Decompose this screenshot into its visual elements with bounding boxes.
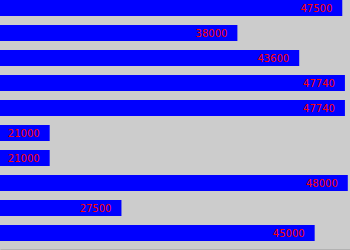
- data-label: 38000: [196, 28, 228, 39]
- data-label: 47500: [300, 3, 332, 14]
- data-label: 47740: [303, 103, 335, 114]
- data-label: 43600: [257, 53, 289, 64]
- data-labels: 47500 38000 43600 47740 47740 21000 21000 48000…: [8, 3, 338, 239]
- data-label: 45000: [273, 228, 305, 239]
- data-label: 21000: [8, 153, 40, 164]
- bar: [0, 125, 50, 141]
- data-label: 47740: [303, 78, 335, 89]
- bar: [0, 50, 299, 66]
- bar: [0, 0, 342, 16]
- data-label: 27500: [80, 203, 112, 214]
- data-label: 48000: [306, 178, 338, 189]
- bar: [0, 200, 121, 216]
- data-label: 21000: [8, 128, 40, 139]
- chart: 47500 38000 43600 47740 47740 21000 21000 48000…: [0, 0, 350, 250]
- bar: [0, 75, 345, 91]
- bar: [0, 25, 237, 41]
- bar: [0, 225, 315, 241]
- bar: [0, 100, 345, 116]
- background: [0, 0, 350, 250]
- bar: [0, 175, 348, 191]
- bars: [0, 0, 348, 241]
- bar: [0, 150, 50, 166]
